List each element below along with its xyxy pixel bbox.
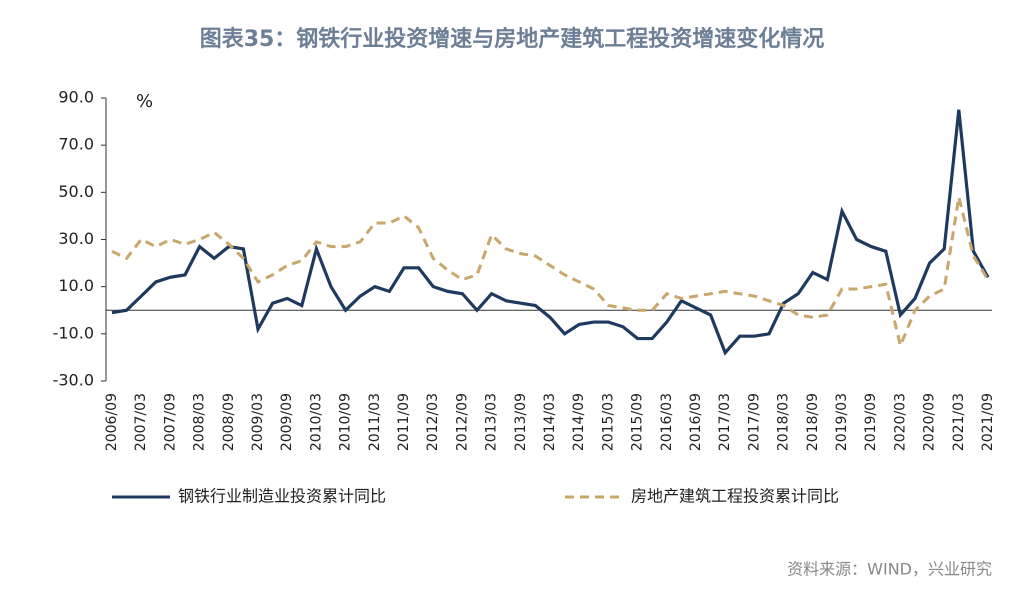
x-tick-label: 2013/03: [484, 393, 500, 451]
x-tick-label: 2018/09: [805, 393, 821, 451]
x-tick-label: 2012/03: [425, 393, 441, 451]
y-tick-label: 50.0: [58, 182, 94, 201]
x-tick-label: 2006/09: [104, 393, 120, 451]
x-tick-label: 2007/09: [162, 393, 178, 451]
x-tick-label: 2014/09: [571, 393, 587, 451]
x-tick-label: 2009/09: [279, 393, 295, 451]
y-tick-label: -30.0: [53, 371, 94, 390]
x-tick-label: 2010/03: [308, 393, 324, 451]
x-tick-label: 2018/03: [776, 393, 792, 451]
y-tick-label: 10.0: [58, 276, 94, 295]
x-tick-label: 2016/03: [659, 393, 675, 451]
x-tick-label: 2013/09: [513, 393, 529, 451]
y-tick-label: -10.0: [53, 323, 94, 342]
x-tick-label: 2008/09: [221, 393, 237, 451]
x-tick-label: 2015/09: [630, 393, 646, 451]
legend-label: 房地产建筑工程投资累计同比: [631, 487, 839, 506]
x-tick-label: 2008/03: [192, 393, 208, 451]
x-tick-label: 2021/09: [980, 393, 996, 451]
x-tick-label: 2015/03: [600, 393, 616, 451]
x-tick-label: 2010/09: [338, 393, 354, 451]
x-tick-label: 2016/09: [688, 393, 704, 451]
x-tick-label: 2019/03: [834, 393, 850, 451]
x-tick-label: 2012/09: [454, 393, 470, 451]
x-tick-label: 2020/03: [892, 393, 908, 451]
chart-title: 图表35：钢铁行业投资增速与房地产建筑工程投资增速变化情况: [200, 26, 825, 52]
source: 资料来源：WIND，兴业研究: [787, 560, 992, 579]
x-tick-label: 2019/09: [863, 393, 879, 451]
y-tick-label: 70.0: [58, 135, 94, 154]
unit-label: %: [136, 91, 153, 112]
legend-label: 钢铁行业制造业投资累计同比: [178, 487, 386, 506]
x-tick-label: 2021/03: [951, 393, 967, 451]
x-tick-label: 2007/03: [133, 393, 149, 451]
x-tick-label: 2017/09: [746, 393, 762, 451]
series-line: [111, 109, 990, 356]
x-tick-label: 2009/03: [250, 393, 266, 451]
x-tick-label: 2014/03: [542, 393, 558, 451]
series-line: [111, 196, 990, 351]
x-tick-label: 2017/03: [717, 393, 733, 451]
x-tick-label: 2011/09: [396, 393, 412, 451]
y-tick-label: 30.0: [58, 229, 94, 248]
y-tick-label: 90.0: [58, 88, 94, 107]
x-tick-label: 2020/09: [922, 393, 938, 451]
x-tick-label: 2011/03: [367, 393, 383, 451]
